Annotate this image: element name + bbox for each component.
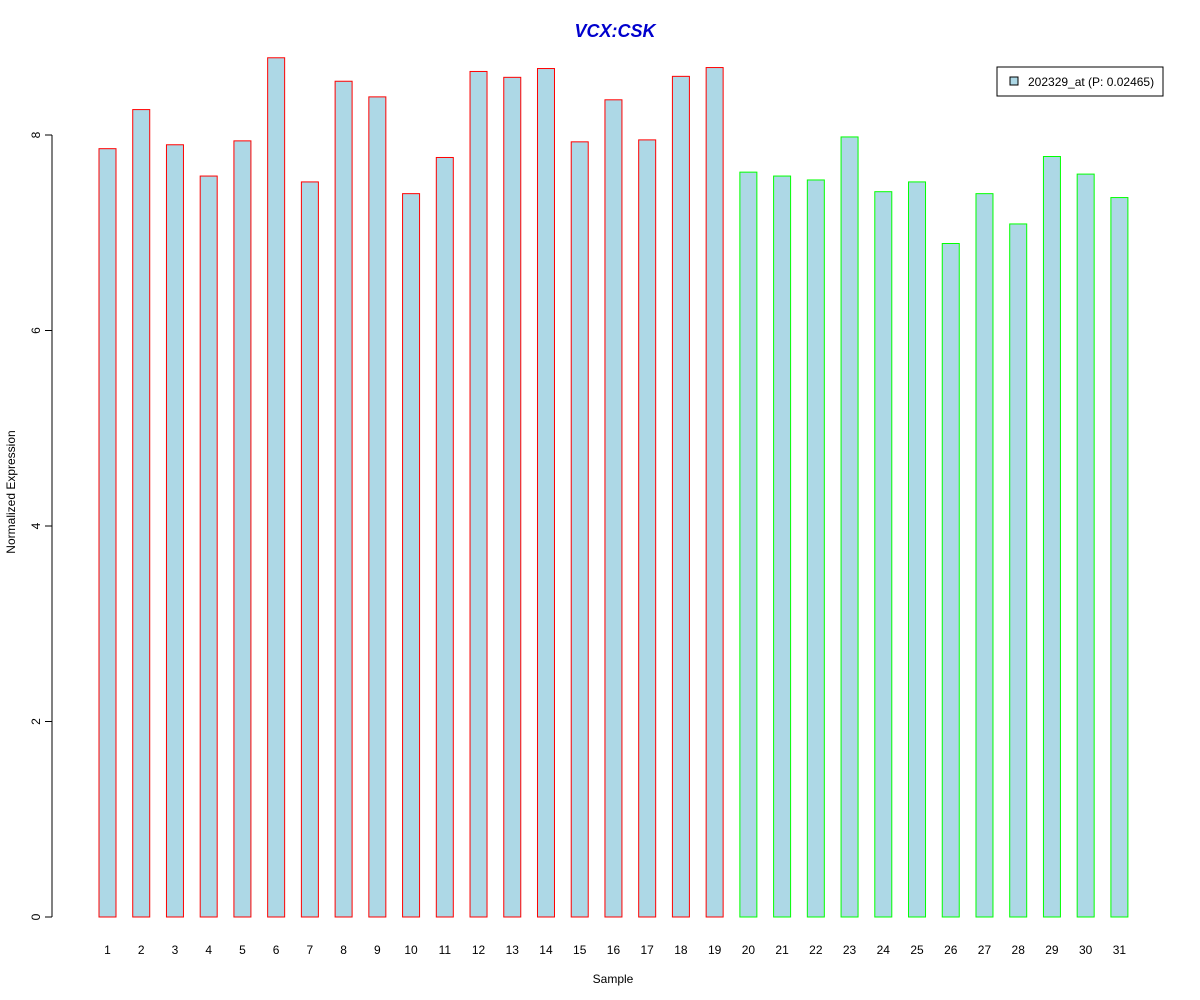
bar-sample-27 bbox=[975, 193, 994, 918]
x-tick-label: 2 bbox=[138, 943, 145, 957]
x-tick-label: 8 bbox=[340, 943, 347, 957]
x-tick-label: 31 bbox=[1113, 943, 1127, 957]
x-tick-label: 13 bbox=[506, 943, 520, 957]
y-tick-label: 8 bbox=[29, 131, 43, 138]
x-tick-label: 1 bbox=[104, 943, 111, 957]
bar-sample-4 bbox=[199, 175, 218, 918]
y-tick-label: 0 bbox=[29, 913, 43, 920]
bar-sample-12 bbox=[469, 70, 488, 918]
x-tick-label: 15 bbox=[573, 943, 587, 957]
bar-sample-26 bbox=[941, 243, 960, 918]
bar-sample-20 bbox=[739, 171, 758, 918]
x-tick-label: 7 bbox=[307, 943, 314, 957]
bar-sample-14 bbox=[536, 68, 555, 918]
bar-sample-17 bbox=[638, 139, 657, 918]
bar-sample-11 bbox=[435, 156, 454, 918]
x-tick-label: 14 bbox=[539, 943, 553, 957]
bar-sample-10 bbox=[402, 193, 421, 918]
x-tick-label: 18 bbox=[674, 943, 688, 957]
bar-sample-8 bbox=[334, 80, 353, 918]
bar-sample-5 bbox=[233, 140, 252, 918]
legend-box bbox=[996, 66, 1164, 97]
x-tick-label: 29 bbox=[1045, 943, 1059, 957]
y-axis-label: Normalized Expression bbox=[4, 430, 18, 553]
bar-sample-25 bbox=[908, 181, 927, 918]
x-tick-label: 22 bbox=[809, 943, 823, 957]
x-tick-label: 11 bbox=[439, 943, 452, 957]
x-tick-label: 3 bbox=[172, 943, 179, 957]
x-tick-label: 16 bbox=[607, 943, 621, 957]
x-tick-label: 26 bbox=[944, 943, 958, 957]
x-tick-label: 20 bbox=[742, 943, 756, 957]
x-tick-label: 10 bbox=[404, 943, 418, 957]
bar-sample-31 bbox=[1110, 197, 1129, 918]
bar-sample-23 bbox=[840, 136, 859, 918]
x-tick-label: 24 bbox=[877, 943, 891, 957]
legend: 202329_at (P: 0.02465) bbox=[996, 66, 1164, 97]
y-tick-label: 6 bbox=[29, 327, 43, 334]
x-tick-label: 6 bbox=[273, 943, 280, 957]
bars bbox=[98, 57, 1129, 918]
x-tick-label: 27 bbox=[978, 943, 992, 957]
bar-sample-28 bbox=[1009, 223, 1028, 918]
legend-swatch bbox=[1009, 76, 1019, 86]
legend-label: 202329_at (P: 0.02465) bbox=[1028, 75, 1154, 89]
bar-sample-1 bbox=[98, 148, 117, 918]
x-tick-label: 21 bbox=[775, 943, 789, 957]
chart-title: VCX:CSK bbox=[574, 21, 657, 41]
bar-sample-30 bbox=[1076, 173, 1095, 918]
x-tick-label: 28 bbox=[1012, 943, 1026, 957]
bar-sample-29 bbox=[1042, 156, 1061, 918]
bar-sample-22 bbox=[806, 179, 825, 918]
x-tick-label: 25 bbox=[910, 943, 924, 957]
bar-sample-21 bbox=[773, 175, 792, 918]
bar-sample-24 bbox=[874, 191, 893, 918]
y-tick-label: 4 bbox=[29, 522, 43, 529]
x-tick-label: 17 bbox=[641, 943, 655, 957]
bar-sample-7 bbox=[300, 181, 319, 918]
x-tick-labels: 1 2 3 4 5 6 7 8 9 10 11 12 13 14 15 16 17 18 19 20 21 22 23 24 2… bbox=[104, 943, 1126, 957]
y-axis: 0 2 4 6 8 bbox=[29, 131, 53, 920]
bar-sample-18 bbox=[671, 75, 690, 918]
bar-sample-13 bbox=[503, 76, 522, 918]
bar-sample-15 bbox=[570, 141, 589, 918]
bar-sample-19 bbox=[705, 67, 724, 918]
x-tick-label: 9 bbox=[374, 943, 381, 957]
x-tick-label: 23 bbox=[843, 943, 857, 957]
x-tick-label: 4 bbox=[205, 943, 212, 957]
bar-sample-9 bbox=[368, 96, 387, 918]
x-axis-label: Sample bbox=[593, 972, 634, 986]
bar-sample-2 bbox=[132, 109, 151, 918]
bar-sample-3 bbox=[165, 144, 184, 918]
bar-sample-16 bbox=[604, 99, 623, 918]
bar-sample-6 bbox=[267, 57, 286, 918]
x-tick-label: 12 bbox=[472, 943, 486, 957]
x-tick-label: 19 bbox=[708, 943, 722, 957]
x-tick-label: 5 bbox=[239, 943, 246, 957]
y-tick-label: 2 bbox=[29, 718, 43, 725]
x-tick-label: 30 bbox=[1079, 943, 1093, 957]
